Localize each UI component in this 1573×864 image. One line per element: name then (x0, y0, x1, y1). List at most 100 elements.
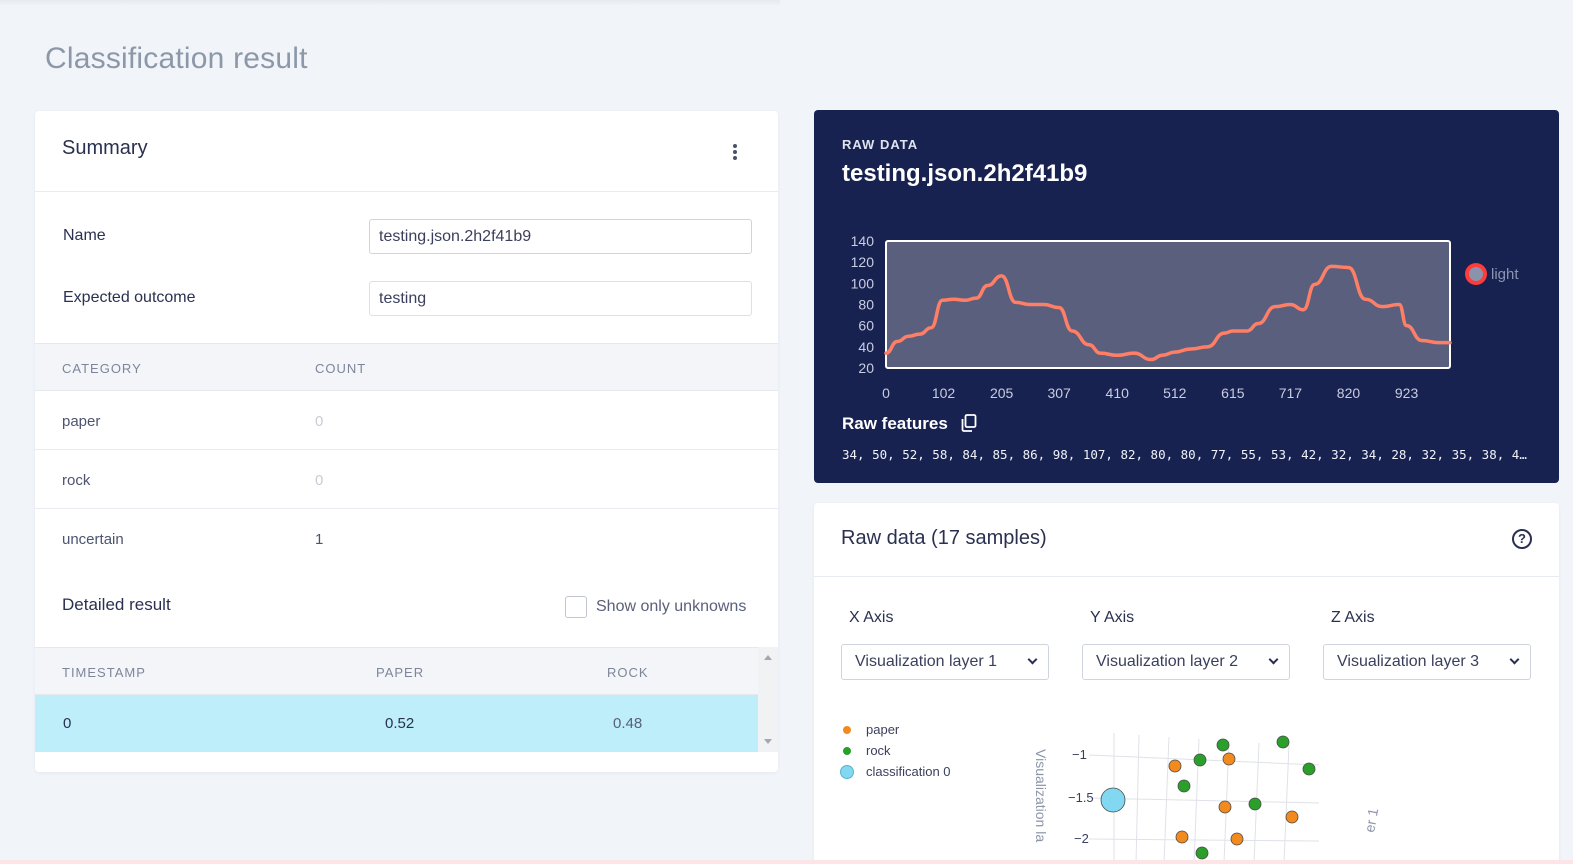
result-row-selected[interactable]: 0 0.52 0.48 (35, 695, 758, 752)
scroll-up-arrow-icon[interactable] (764, 655, 772, 660)
raw-data-card: RAW DATA testing.json.2h2f41b9 140 120 100… (814, 110, 1559, 483)
show-only-unknowns-checkbox[interactable] (565, 596, 587, 618)
legend-item-classification[interactable]: classification 0 (840, 761, 951, 782)
scatter-legend: paper rock classification 0 (840, 719, 951, 782)
timestamp-column-header: TIMESTAMP (62, 665, 146, 680)
legend-item-paper[interactable]: paper (840, 719, 951, 740)
rock-point (1276, 735, 1290, 749)
grid-line (1088, 838, 1320, 842)
category-count: 0 (315, 413, 324, 430)
page-title: Classification result (45, 42, 308, 75)
x-axis-select[interactable]: Visualization layer 1 (841, 644, 1049, 680)
name-label: Name (63, 227, 106, 244)
y-tick-label: 140 (851, 233, 875, 249)
x-tick-label: 512 (1163, 385, 1187, 401)
y-tick-label: 120 (851, 254, 875, 270)
y-axis-label: Y Axis (1090, 609, 1135, 626)
count-column-header: COUNT (315, 361, 367, 376)
z-axis-control: Z Axis Visualization layer 3 (1323, 609, 1531, 680)
rock-point (1193, 753, 1207, 767)
y-tick-label: 40 (858, 339, 874, 355)
grid-line (1135, 734, 1140, 864)
samples-title: Raw data (17 samples) (841, 527, 1047, 549)
y-axis: 140 120 100 80 60 40 20 (851, 233, 875, 376)
legend-marker-inner (1469, 267, 1483, 281)
z-axis-select-value: Visualization layer 3 (1337, 653, 1480, 670)
more-options-icon[interactable] (732, 144, 738, 160)
paper-point (1175, 830, 1189, 844)
copy-icon[interactable] (961, 414, 977, 432)
name-field-row: Name (63, 219, 753, 255)
result-table-header: TIMESTAMP PAPER ROCK (35, 647, 758, 695)
samples-header: Raw data (17 samples) ? (814, 503, 1559, 577)
rock-point (1302, 762, 1316, 776)
rock-column-header: ROCK (607, 665, 649, 680)
y-tick-label: 100 (851, 275, 875, 291)
category-name: uncertain (62, 531, 124, 548)
bottom-edge (0, 860, 1573, 864)
x-tick-label: 102 (932, 385, 956, 401)
grid-line (1253, 742, 1260, 864)
grid-line (1088, 797, 1320, 804)
rock-point (1248, 797, 1262, 811)
grid-line (1163, 736, 1170, 864)
name-input[interactable] (369, 219, 752, 254)
top-shadow (0, 0, 780, 6)
show-only-unknowns-toggle[interactable]: Show only unknowns (565, 595, 746, 619)
category-count: 0 (315, 472, 324, 489)
y-tick-label: 20 (858, 360, 874, 376)
detailed-result-title: Detailed result (62, 595, 171, 614)
y-axis-select-value: Visualization layer 2 (1096, 653, 1239, 670)
x-tick-label: 205 (990, 385, 1014, 401)
x-axis: 0 102 205 307 410 512 615 717 820 923 (882, 385, 1418, 401)
grid-line (1223, 740, 1230, 864)
samples-card: Raw data (17 samples) ? X Axis Visualiza… (814, 503, 1559, 864)
category-column-header: CATEGORY (62, 361, 142, 376)
series-line-light (884, 264, 1452, 362)
x-tick-label: 615 (1221, 385, 1245, 401)
help-icon[interactable]: ? (1512, 529, 1532, 549)
scatter-tick-label: −1.5 (1068, 790, 1094, 805)
grid-line (1193, 738, 1200, 864)
table-row: paper 0 (35, 391, 778, 450)
category-name: rock (62, 472, 91, 489)
x-tick-label: 717 (1279, 385, 1303, 401)
scatter-tick-label: −2 (1074, 831, 1089, 846)
scroll-down-arrow-icon[interactable] (764, 739, 772, 744)
rock-score-cell: 0.48 (613, 715, 643, 732)
raw-features-label: Raw features (842, 414, 948, 433)
legend-label-light: light (1491, 266, 1519, 283)
classification-point (1100, 787, 1126, 813)
raw-features-values: 34, 50, 52, 58, 84, 85, 86, 98, 107, 82,… (842, 447, 1532, 462)
result-table-scrollbar[interactable] (758, 647, 778, 752)
summary-card: Summary Name Expected outcome CATEGORY C… (35, 111, 778, 772)
paper-point (1168, 759, 1182, 773)
summary-header: Summary (35, 111, 778, 192)
legend-item-rock[interactable]: rock (840, 740, 951, 761)
scatter-axis-title-right: er 1 (1361, 807, 1381, 834)
y-axis-select[interactable]: Visualization layer 2 (1082, 644, 1290, 680)
legend-label: rock (866, 743, 891, 758)
paper-point (1222, 752, 1236, 766)
z-axis-select[interactable]: Visualization layer 3 (1323, 644, 1531, 680)
chevron-down-icon (1027, 654, 1038, 665)
expected-outcome-row: Expected outcome (63, 281, 753, 317)
plot-area (885, 240, 1451, 369)
legend-label: paper (866, 722, 900, 737)
table-row: rock 0 (35, 450, 778, 509)
legend-dot-classification (840, 764, 854, 779)
category-table-header: CATEGORY COUNT (35, 343, 778, 391)
paper-point (1285, 810, 1299, 824)
table-row: uncertain 1 (35, 509, 778, 568)
x-axis-label: X Axis (849, 609, 894, 626)
legend-dot-paper (843, 725, 851, 734)
paper-point (1218, 800, 1232, 814)
scatter-tick-label: −1 (1072, 747, 1087, 762)
summary-title: Summary (62, 137, 148, 159)
rock-point (1216, 738, 1230, 752)
expected-outcome-input[interactable] (369, 281, 752, 316)
x-axis-control: X Axis Visualization layer 1 (841, 609, 1049, 680)
legend-label: classification 0 (866, 764, 951, 779)
category-count: 1 (315, 531, 324, 548)
paper-point (1230, 832, 1244, 846)
